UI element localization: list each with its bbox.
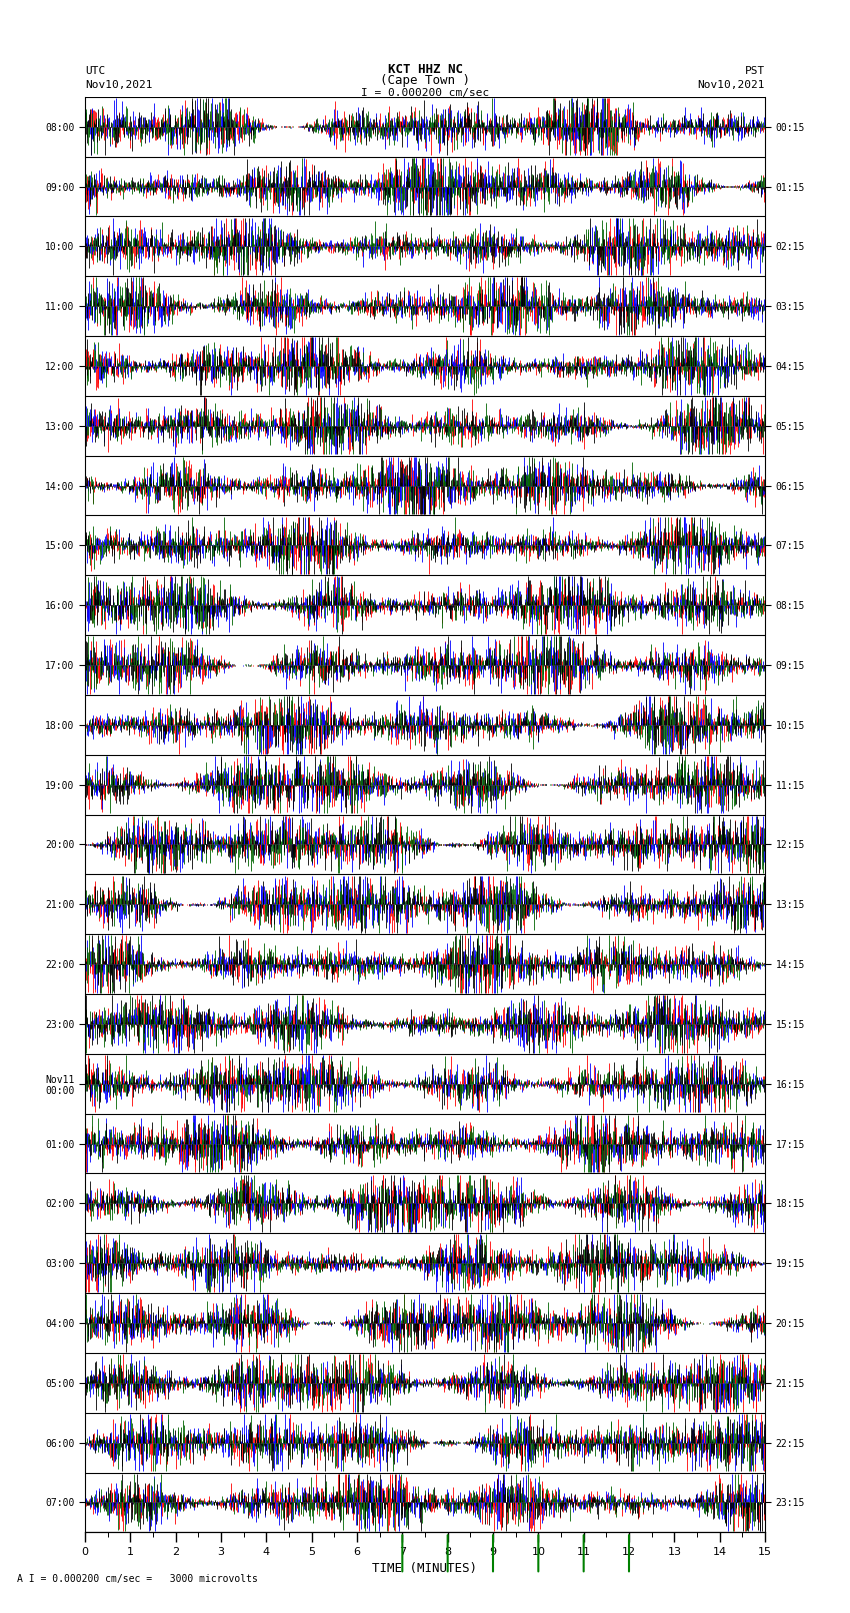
Text: PST: PST	[745, 66, 765, 76]
Text: UTC: UTC	[85, 66, 105, 76]
Text: I = 0.000200 cm/sec: I = 0.000200 cm/sec	[361, 89, 489, 98]
Text: Nov10,2021: Nov10,2021	[85, 81, 152, 90]
Text: Nov10,2021: Nov10,2021	[698, 81, 765, 90]
Text: (Cape Town ): (Cape Town )	[380, 74, 470, 87]
X-axis label: TIME (MINUTES): TIME (MINUTES)	[372, 1563, 478, 1576]
Text: KCT HHZ NC: KCT HHZ NC	[388, 63, 462, 76]
Text: A I = 0.000200 cm/sec =   3000 microvolts: A I = 0.000200 cm/sec = 3000 microvolts	[17, 1574, 258, 1584]
